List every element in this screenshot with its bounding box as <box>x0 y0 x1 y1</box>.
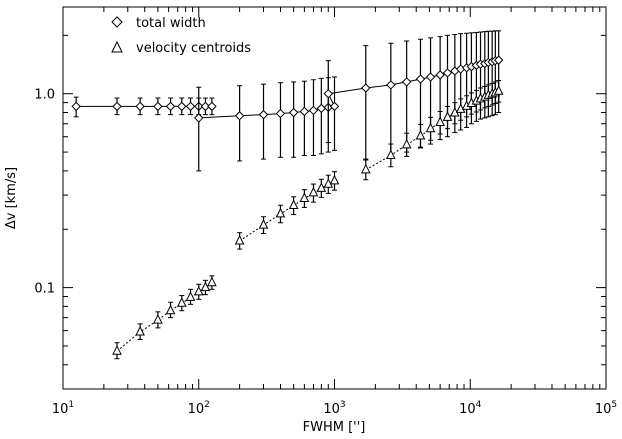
x-tick-label: 104 <box>459 400 482 417</box>
diamond-marker <box>275 108 286 119</box>
diamond-marker <box>194 113 204 123</box>
diamond-marker <box>200 101 211 112</box>
diamond-marker <box>361 83 371 93</box>
triangle-marker <box>200 281 211 292</box>
legend-item-velocity-centroids: velocity centroids <box>111 40 251 56</box>
legend-label-total-width: total width <box>136 16 206 31</box>
triangle-marker <box>401 138 412 149</box>
series-total-width <box>71 30 504 172</box>
triangle-marker <box>135 325 145 336</box>
triangle-marker <box>275 207 286 218</box>
series-layer <box>71 30 504 360</box>
series-velocity-centroids <box>112 79 504 360</box>
diamond-marker <box>299 106 310 117</box>
diamond-marker <box>435 70 445 80</box>
triangle-marker <box>112 345 122 355</box>
triangle-marker <box>308 186 319 197</box>
triangle-marker <box>493 85 504 95</box>
y-axis: 0.1 1.0 <box>34 34 606 390</box>
triangle-marker <box>435 116 445 127</box>
diamond-marker <box>386 80 396 90</box>
diamond-marker <box>425 72 436 82</box>
plot-frame <box>62 6 607 390</box>
diamond-marker <box>234 111 245 121</box>
y-tick-label: 0.1 <box>34 282 55 297</box>
triangle-marker <box>415 129 426 140</box>
diamond-marker <box>401 77 412 87</box>
y-axis-label: Δv [km/s] <box>4 167 19 229</box>
diamond-marker <box>288 107 299 118</box>
diamond-marker <box>323 88 333 99</box>
triangle-marker <box>258 219 269 229</box>
diamond-marker <box>207 101 217 112</box>
triangle-marker <box>386 149 396 160</box>
triangle-marker <box>329 174 340 185</box>
triangle-marker <box>207 276 217 287</box>
triangle-marker <box>234 234 245 245</box>
diamond-marker <box>112 101 122 112</box>
x-tick-label: 102 <box>188 400 210 417</box>
diamond-marker <box>135 101 145 112</box>
diamond-marker <box>308 105 319 116</box>
y-tick-label: 1.0 <box>34 88 55 103</box>
legend-item-total-width: total width <box>111 16 206 31</box>
legend-triangle-icon <box>111 40 123 53</box>
diamond-marker <box>258 109 269 120</box>
diamond-marker <box>153 101 163 112</box>
triangle-marker <box>360 163 371 174</box>
diamond-marker <box>316 103 327 114</box>
triangle-marker <box>165 304 176 315</box>
diamond-marker <box>185 101 196 112</box>
triangle-marker <box>442 111 453 121</box>
legend-diamond-icon <box>111 16 123 28</box>
triangle-marker <box>316 182 327 192</box>
x-axis-label: FWHM [''] <box>303 420 366 435</box>
x-tick-label: 105 <box>595 400 617 417</box>
diamond-marker <box>71 101 81 112</box>
triangle-marker <box>153 313 163 324</box>
diamond-marker <box>415 74 426 84</box>
triangle-marker <box>288 199 299 210</box>
triangle-marker <box>185 291 196 301</box>
triangle-marker <box>425 122 436 133</box>
diamond-marker <box>493 55 504 65</box>
legend: total width velocity centroids <box>111 16 251 56</box>
diamond-marker <box>177 101 187 112</box>
diamond-marker <box>442 68 453 78</box>
triangle-marker <box>176 297 187 307</box>
legend-label-velocity-centroids: velocity centroids <box>136 41 251 56</box>
diamond-marker <box>165 101 176 112</box>
x-tick-label: 101 <box>52 400 74 417</box>
x-tick-label: 103 <box>323 400 345 417</box>
x-axis: 101 102 103 104 105 <box>52 7 617 417</box>
diamond-marker <box>329 101 340 112</box>
triangle-marker <box>299 192 310 203</box>
